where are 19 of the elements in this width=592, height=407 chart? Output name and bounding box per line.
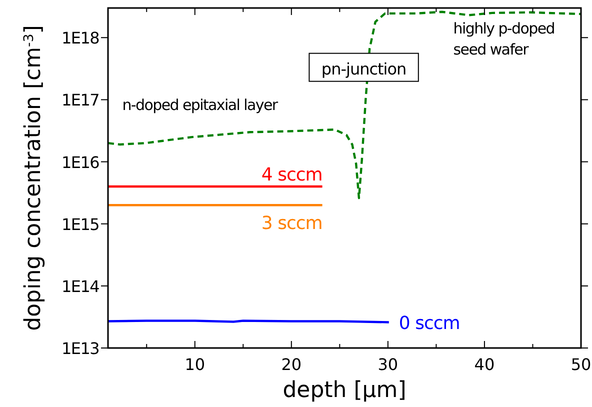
y-tick-label: 1E15 bbox=[62, 214, 99, 234]
y-tick-label: 1E16 bbox=[62, 152, 100, 172]
y-tick-label: 1E18 bbox=[62, 28, 100, 48]
x-axis-title: depth [µm] bbox=[282, 378, 406, 403]
series-label: 0 sccm bbox=[398, 313, 460, 334]
x-tick-label: 10 bbox=[184, 355, 206, 374]
y-tick-label: 1E14 bbox=[62, 276, 100, 296]
x-tick-label: 50 bbox=[570, 355, 592, 374]
annotation: highly p-doped seed wafer bbox=[453, 20, 555, 58]
x-tick-label: 40 bbox=[474, 355, 495, 374]
x-tick-label: 20 bbox=[281, 355, 302, 374]
series-label: 3 sccm bbox=[261, 213, 322, 234]
annotation: n-doped epitaxial layer bbox=[122, 96, 279, 114]
y-tick-label: 1E17 bbox=[62, 90, 99, 110]
series-label: 4 sccm bbox=[261, 164, 322, 186]
line-series bbox=[106, 10, 582, 200]
y-tick-label: 1E13 bbox=[62, 339, 99, 358]
annotation: pn-junction bbox=[321, 59, 406, 78]
x-tick-label: 30 bbox=[378, 355, 398, 374]
